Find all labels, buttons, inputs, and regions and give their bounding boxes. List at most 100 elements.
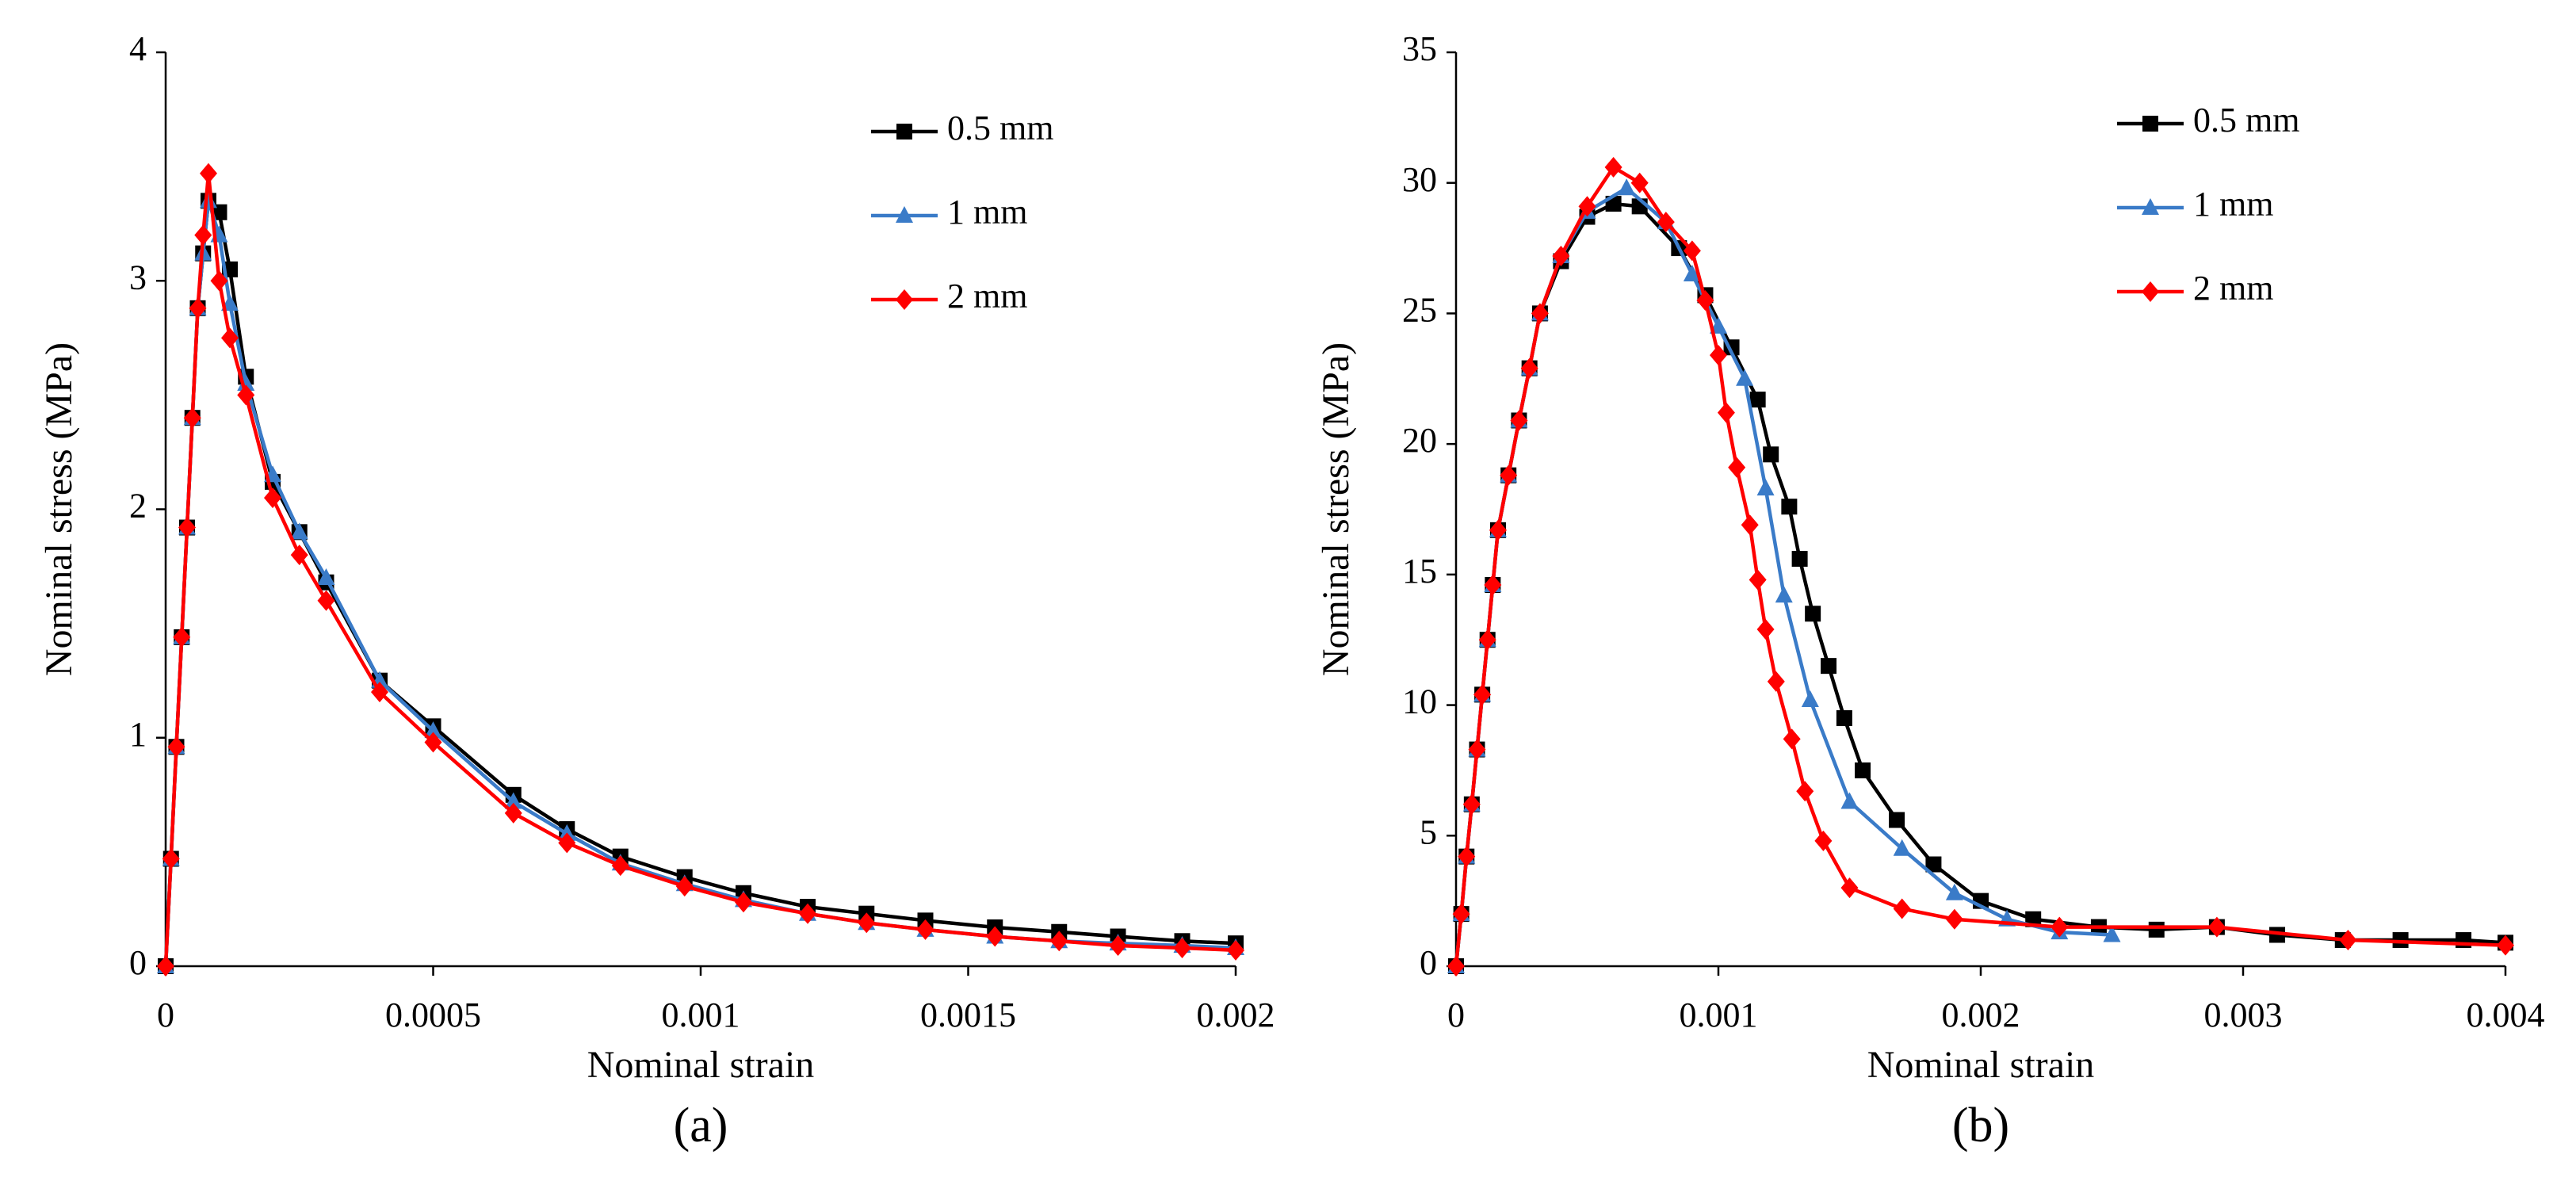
- marker: [1893, 839, 1911, 856]
- marker: [1801, 690, 1819, 707]
- marker: [1710, 345, 1727, 366]
- marker: [1749, 569, 1767, 590]
- y-tick-label: 2: [129, 487, 147, 526]
- marker: [1945, 883, 1963, 900]
- marker: [1840, 792, 1859, 809]
- marker: [1814, 830, 1833, 851]
- marker: [2142, 281, 2159, 302]
- marker: [986, 926, 1004, 947]
- marker: [2050, 916, 2069, 938]
- marker: [221, 327, 239, 349]
- marker: [799, 903, 816, 924]
- x-tick-label: 0.0005: [385, 996, 481, 1034]
- x-tick-label: 0.001: [1680, 996, 1758, 1034]
- y-tick-label: 30: [1402, 160, 1437, 199]
- marker: [1756, 479, 1775, 496]
- marker: [504, 792, 522, 809]
- y-tick-label: 20: [1402, 421, 1437, 460]
- marker: [2142, 116, 2158, 132]
- marker: [1447, 956, 1465, 977]
- marker: [1893, 898, 1911, 919]
- x-tick-label: 0.002: [1197, 996, 1275, 1034]
- marker: [1945, 908, 1963, 930]
- marker: [1173, 937, 1191, 958]
- marker: [1520, 357, 1538, 379]
- marker: [211, 204, 227, 220]
- x-tick-label: 0.003: [2204, 996, 2283, 1034]
- marker: [611, 855, 629, 877]
- x-axis-label: Nominal strain: [587, 1044, 815, 1086]
- marker: [317, 590, 335, 611]
- x-tick-label: 0.002: [1942, 996, 2020, 1034]
- caption: (a): [674, 1099, 728, 1152]
- marker: [162, 848, 180, 870]
- marker: [1775, 586, 1793, 603]
- marker: [1749, 392, 1766, 408]
- marker: [1821, 658, 1837, 675]
- marker: [1791, 551, 1808, 568]
- marker: [1728, 457, 1746, 478]
- y-tick-label: 0: [129, 943, 147, 982]
- marker: [1473, 684, 1492, 705]
- marker: [1683, 265, 1701, 282]
- marker: [896, 206, 913, 223]
- marker: [371, 682, 388, 703]
- marker: [200, 162, 217, 184]
- marker: [2148, 921, 2165, 938]
- marker: [735, 892, 752, 913]
- legend-label: 1 mm: [947, 193, 1027, 231]
- marker: [1717, 402, 1735, 423]
- marker: [558, 824, 576, 841]
- y-axis-label: Nominal stress (MPa): [38, 342, 80, 676]
- x-tick-label: 0: [157, 996, 174, 1034]
- marker: [558, 832, 576, 854]
- marker: [210, 270, 228, 292]
- marker: [1452, 904, 1470, 925]
- legend-label: 1 mm: [2193, 185, 2273, 224]
- marker: [1836, 710, 1852, 727]
- marker: [1840, 877, 1859, 899]
- marker: [1756, 619, 1775, 640]
- y-tick-label: 0: [1420, 943, 1437, 982]
- legend-label: 2 mm: [947, 277, 1027, 315]
- marker: [2497, 934, 2514, 956]
- marker: [157, 956, 174, 977]
- marker: [504, 802, 522, 824]
- marker: [424, 721, 442, 739]
- marker: [237, 384, 255, 406]
- y-tick-label: 15: [1402, 552, 1437, 590]
- marker: [183, 407, 201, 429]
- marker: [189, 297, 207, 319]
- marker: [896, 289, 913, 310]
- marker: [317, 568, 335, 585]
- marker: [1478, 629, 1496, 651]
- marker: [1050, 931, 1068, 952]
- marker: [1781, 499, 1798, 515]
- marker: [1805, 606, 1821, 622]
- marker: [194, 224, 212, 246]
- marker: [1925, 856, 1942, 873]
- marker: [1657, 212, 1675, 233]
- marker: [1468, 739, 1486, 760]
- marker: [1763, 446, 1779, 463]
- marker: [1578, 196, 1596, 217]
- x-tick-label: 0.004: [2467, 996, 2545, 1034]
- marker: [1552, 245, 1570, 266]
- series-line: [1454, 186, 2112, 967]
- marker: [237, 373, 255, 391]
- marker: [290, 545, 308, 566]
- marker: [1227, 939, 1244, 961]
- caption: (b): [1952, 1099, 2009, 1152]
- marker: [1462, 793, 1481, 815]
- marker: [1109, 935, 1127, 957]
- y-axis-label: Nominal stress (MPa): [1315, 342, 1357, 676]
- marker: [1736, 369, 1754, 386]
- legend-label: 2 mm: [2193, 269, 2273, 308]
- y-tick-label: 3: [129, 258, 147, 296]
- marker: [858, 912, 876, 934]
- series-line: [1454, 201, 2506, 967]
- marker: [424, 732, 442, 753]
- marker: [1741, 514, 1759, 536]
- marker: [290, 522, 308, 540]
- marker: [1889, 812, 1905, 828]
